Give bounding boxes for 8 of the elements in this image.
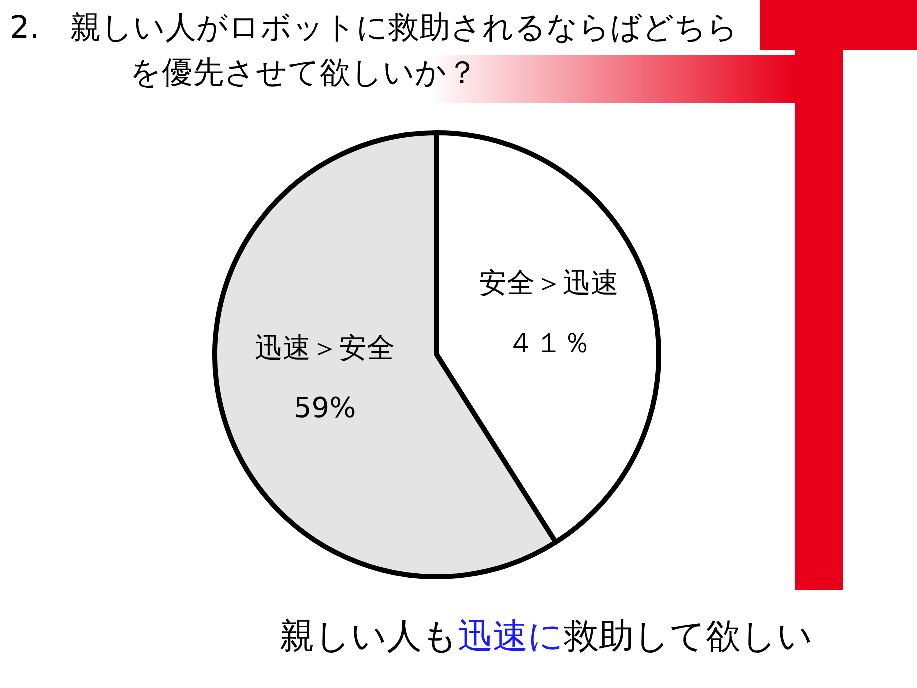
slice-label: 安全＞迅速 [478, 266, 619, 300]
text: 迅速に [458, 617, 564, 657]
data-label: ４１％ [506, 326, 591, 360]
text: 親しい人も [280, 617, 458, 657]
text: 救助して欲しい [563, 617, 813, 657]
slice-label: 迅速＞安全 [255, 332, 396, 365]
data-label: 59% [294, 392, 356, 425]
chart-title: 2. 親しい人がロボットに救助されるならばどちらを優先させて欲しいか？ [10, 10, 739, 91]
